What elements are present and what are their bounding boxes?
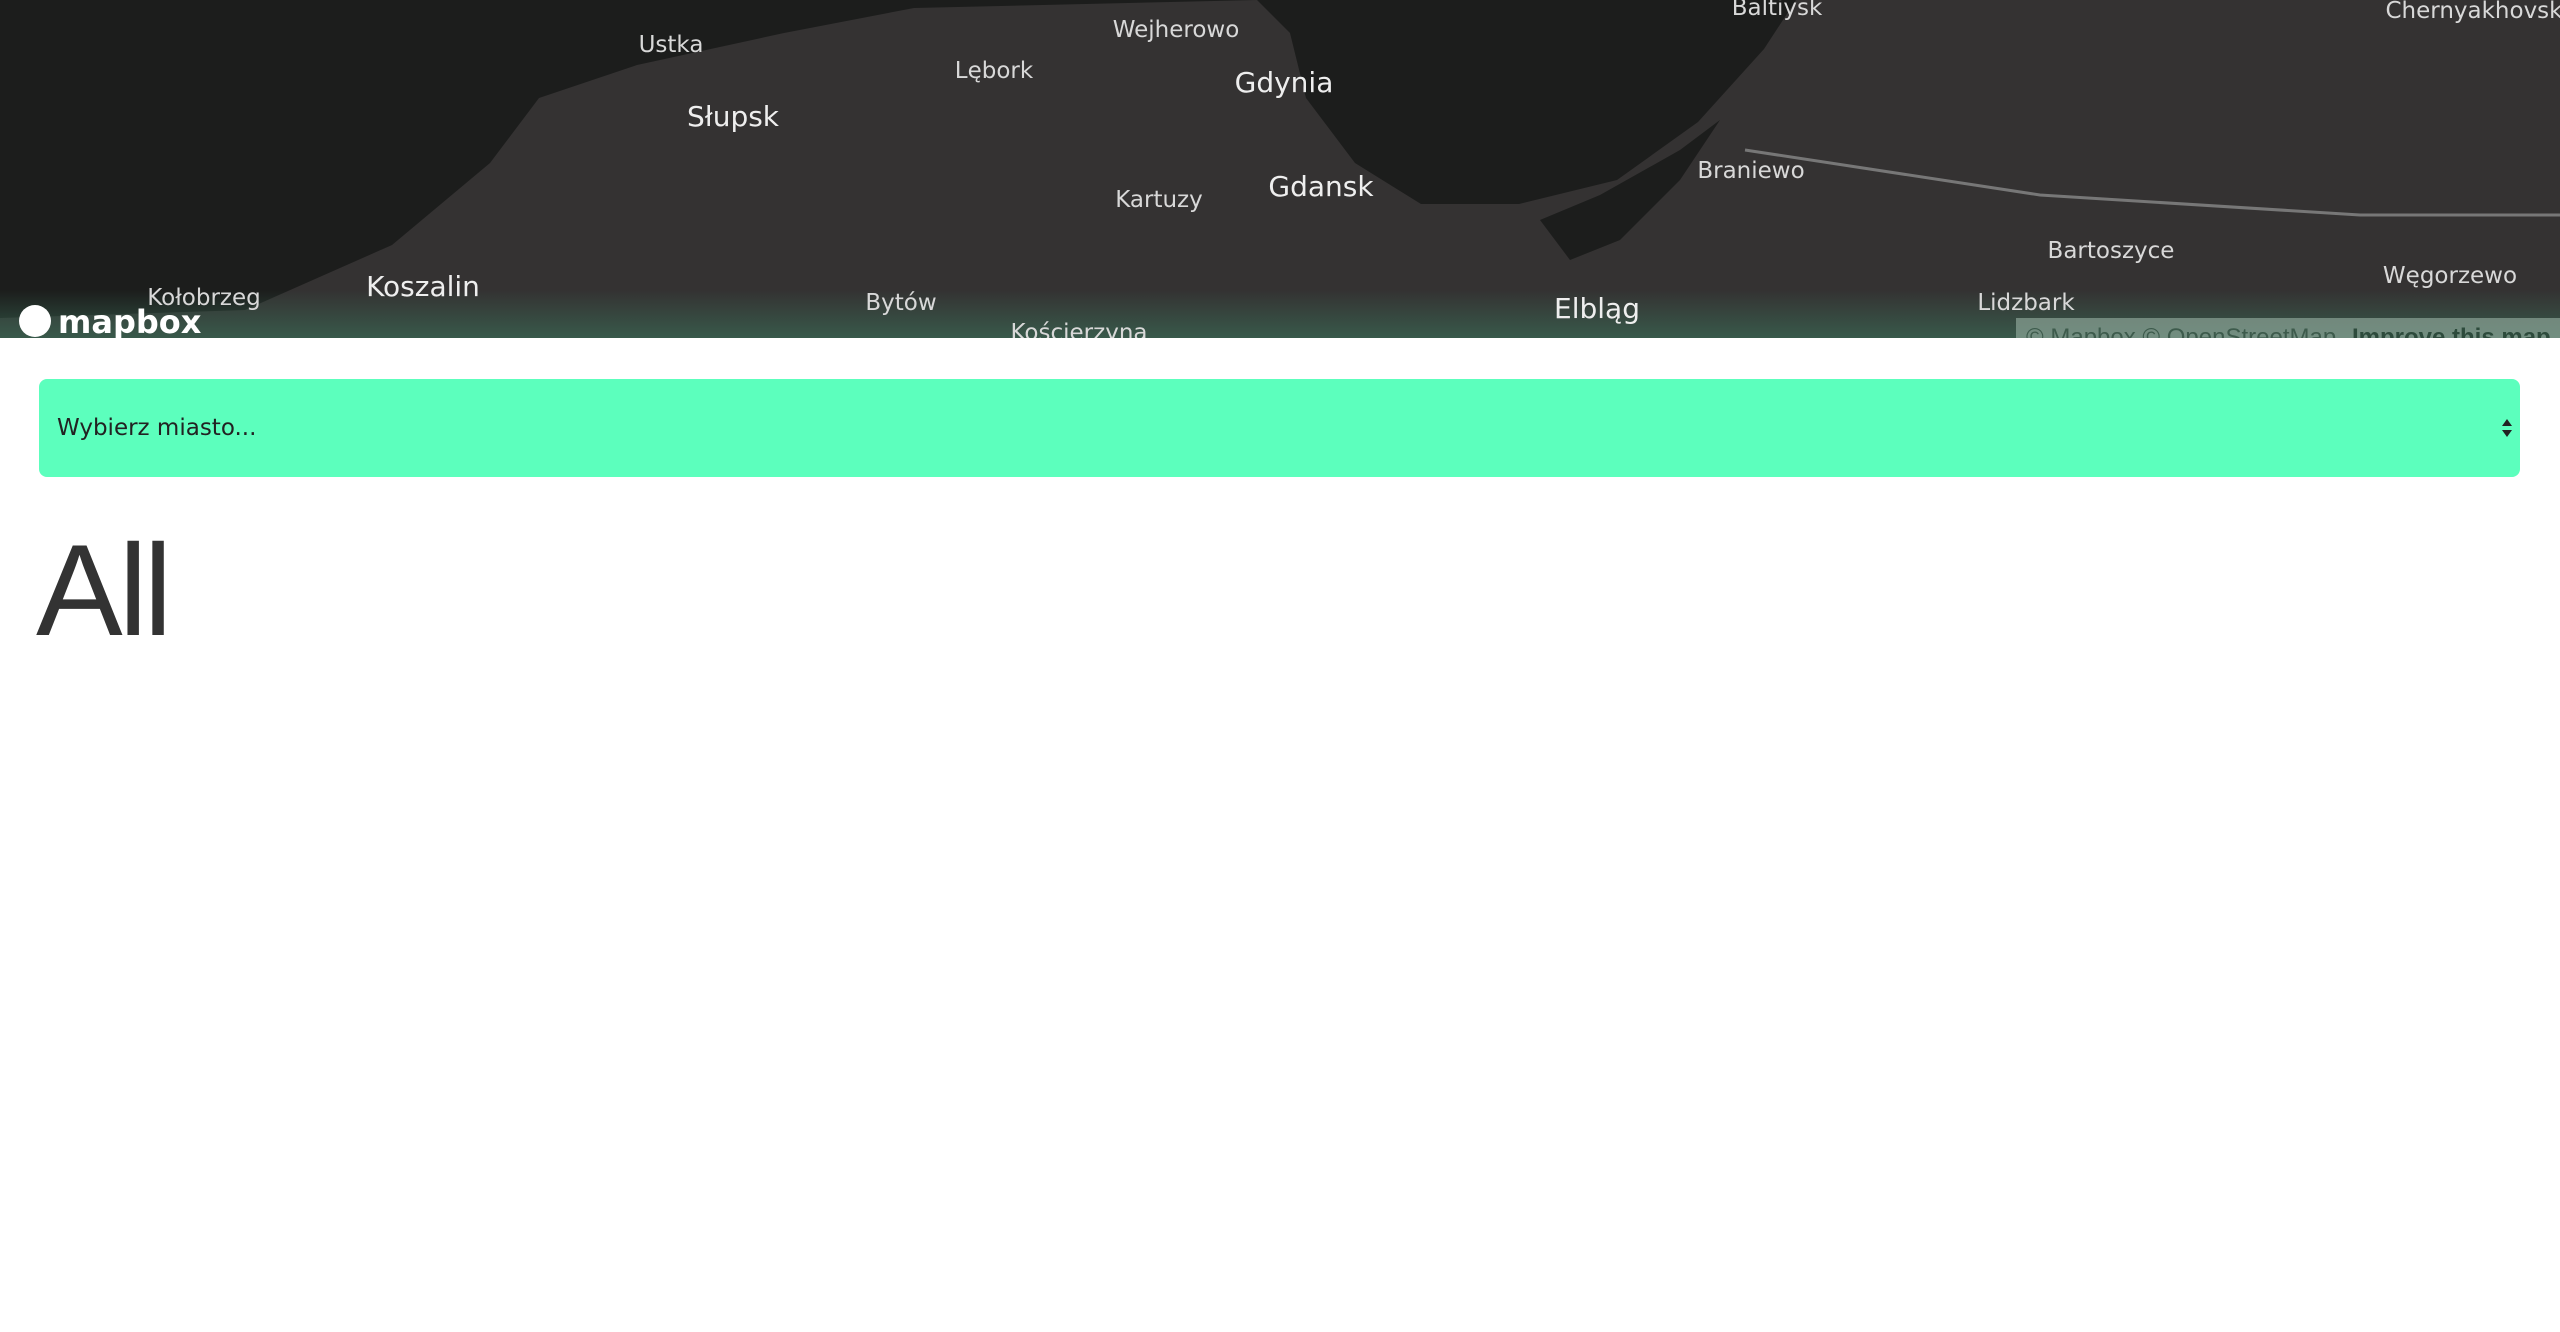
city: Braniewo (1697, 158, 1804, 184)
city: Kołobrzeg (147, 285, 261, 311)
city: Kartuzy (1115, 187, 1203, 213)
attribution-bg (2016, 318, 2560, 338)
city: Koszalin (366, 270, 480, 303)
land (0, 0, 2560, 338)
city: Chernyakhovsk (2385, 0, 2560, 24)
attribution[interactable]: © Mapbox © OpenStreetMap (2026, 324, 2336, 338)
city: Słupsk (687, 100, 780, 133)
improve-link[interactable]: Improve this map (2352, 324, 2551, 338)
map[interactable]: Ustka Wejherowo Baltiysk Chernyakhovsk L… (0, 0, 2560, 338)
city: Wejherowo (1113, 17, 1240, 43)
city-labels: Ustka Wejherowo Baltiysk Chernyakhovsk L… (147, 0, 2560, 338)
city-select[interactable]: Wybierz miasto... (39, 379, 2520, 477)
city: Bytów (865, 290, 936, 316)
heading: All (36, 517, 172, 663)
logo-icon (19, 305, 51, 337)
city: Baltiysk (1732, 0, 1823, 21)
select-arrow (2502, 419, 2512, 437)
city: Elbląg (1554, 292, 1640, 325)
city: Bartoszyce (2048, 238, 2175, 264)
city: Węgorzewo (2383, 263, 2517, 289)
lagoon (1540, 120, 1720, 260)
city: Ustka (639, 32, 704, 58)
logo[interactable]: mapbox (58, 303, 202, 338)
city: Gdynia (1235, 66, 1334, 99)
city: Gdansk (1268, 170, 1374, 203)
city: Lębork (955, 58, 1034, 84)
city: Lidzbark (1977, 290, 2075, 316)
border (1744, 148, 2560, 217)
city: Kościerzyna (1011, 320, 1148, 338)
select-placeholder: Wybierz miasto... (57, 415, 257, 441)
